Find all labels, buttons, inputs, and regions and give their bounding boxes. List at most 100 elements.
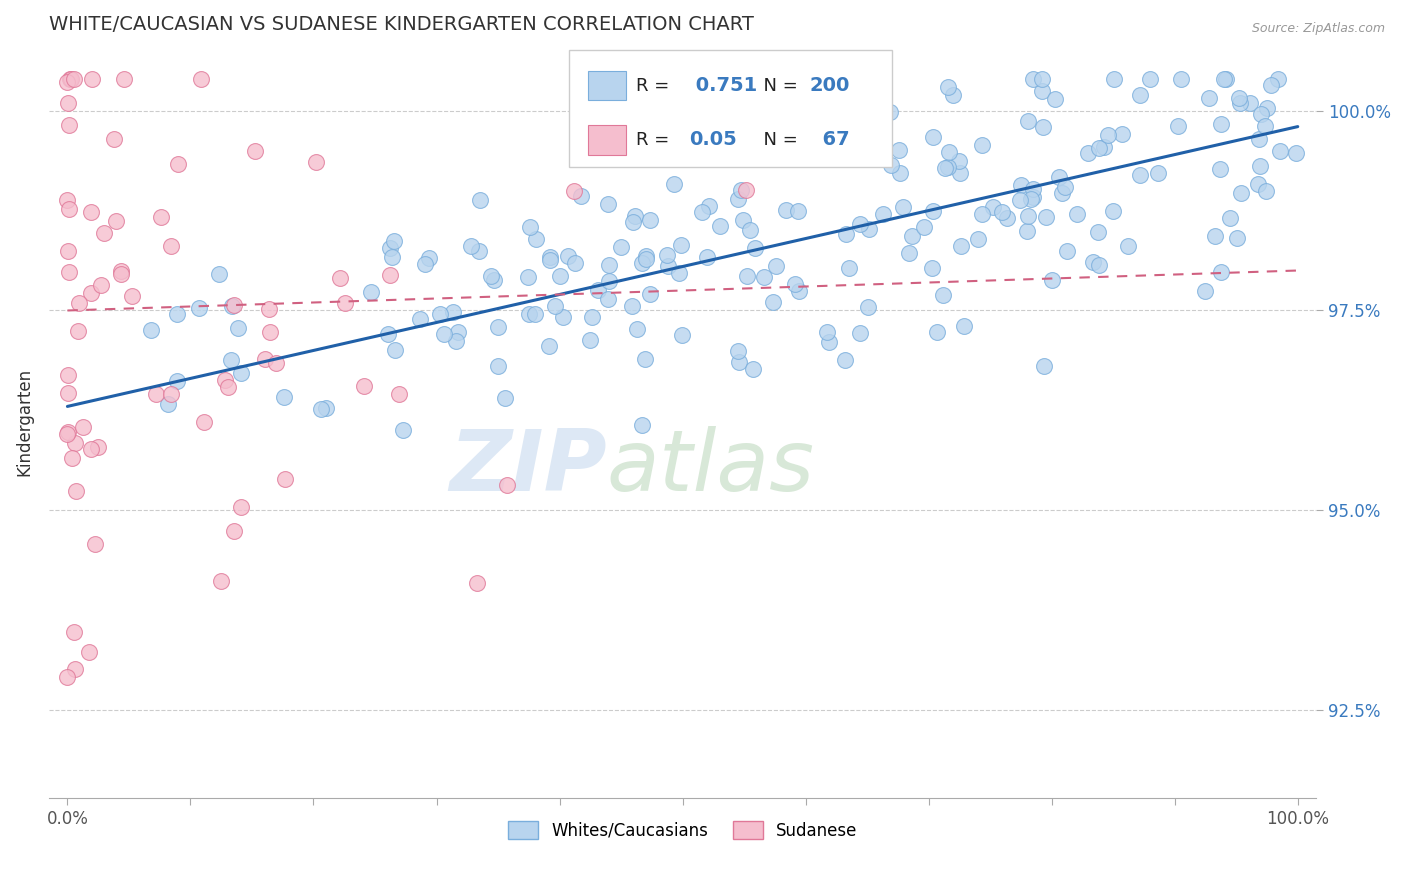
Point [231,500,253,514]
Point [315,401,337,416]
Point [468,194,491,208]
Point [56,96,79,111]
Point [1209,117,1232,131]
Point [1102,204,1125,219]
Point [1017,209,1039,223]
Point [523,307,546,321]
Point [110,267,132,281]
Point [59,71,82,86]
Point [259,325,281,339]
Point [1198,91,1220,105]
Y-axis label: Kindergarten: Kindergarten [15,368,32,476]
Point [544,299,567,313]
Point [486,359,509,373]
Point [1017,224,1039,238]
Point [429,308,451,322]
Point [744,241,766,255]
Point [139,323,162,337]
Point [709,219,731,233]
Point [56,427,79,442]
Point [494,391,516,405]
Point [827,125,849,139]
Point [90,278,112,293]
Point [598,258,620,272]
Point [1256,101,1278,115]
Point [557,249,579,263]
Point [1227,91,1250,105]
Point [1249,159,1271,173]
Point [737,269,759,284]
Point [849,326,872,340]
Point [1092,140,1115,154]
Point [538,250,561,264]
Point [72,419,94,434]
Point [1267,71,1289,86]
Point [936,80,959,95]
Point [56,670,79,684]
Point [762,295,785,310]
Point [378,268,401,282]
Point [610,240,633,254]
Point [880,158,903,172]
Point [77,645,100,659]
Point [484,273,506,287]
Point [1194,285,1216,299]
Point [787,204,810,219]
Point [727,344,749,359]
Point [734,183,756,197]
Point [273,390,295,404]
Point [835,227,858,241]
Point [1066,206,1088,220]
Point [848,218,870,232]
Text: N =: N = [752,77,804,95]
Point [569,189,592,203]
Point [1247,177,1270,191]
Point [596,292,619,306]
Point [193,415,215,429]
Point [418,252,440,266]
Point [942,88,965,103]
Point [621,215,644,229]
Point [110,264,132,278]
Point [1230,186,1253,200]
Point [1050,186,1073,200]
Point [1032,359,1054,374]
Point [1102,71,1125,86]
Point [1097,128,1119,142]
Text: 0.05: 0.05 [689,130,737,150]
Point [1054,179,1077,194]
Point [897,246,920,260]
Text: atlas: atlas [606,426,814,509]
Point [1088,141,1111,155]
Point [221,352,243,367]
Point [789,284,811,298]
Point [548,269,571,284]
Point [1088,258,1111,272]
Point [80,285,103,300]
Point [56,385,79,400]
Point [1081,255,1104,269]
Text: R =: R = [636,77,675,95]
Point [598,274,620,288]
Point [60,450,83,465]
FancyBboxPatch shape [588,70,626,101]
Point [93,227,115,241]
Point [243,144,266,158]
Point [104,214,127,228]
Point [391,424,413,438]
Point [581,310,603,324]
Point [80,205,103,219]
Point [981,200,1004,214]
Point [621,299,644,313]
Point [856,301,879,315]
Point [447,326,470,340]
Point [742,362,765,376]
Point [1040,273,1063,287]
Point [1031,84,1053,98]
Point [311,401,333,416]
Point [991,205,1014,219]
Point [66,324,89,338]
Point [1056,244,1078,258]
Point [838,261,860,276]
Point [274,472,297,486]
